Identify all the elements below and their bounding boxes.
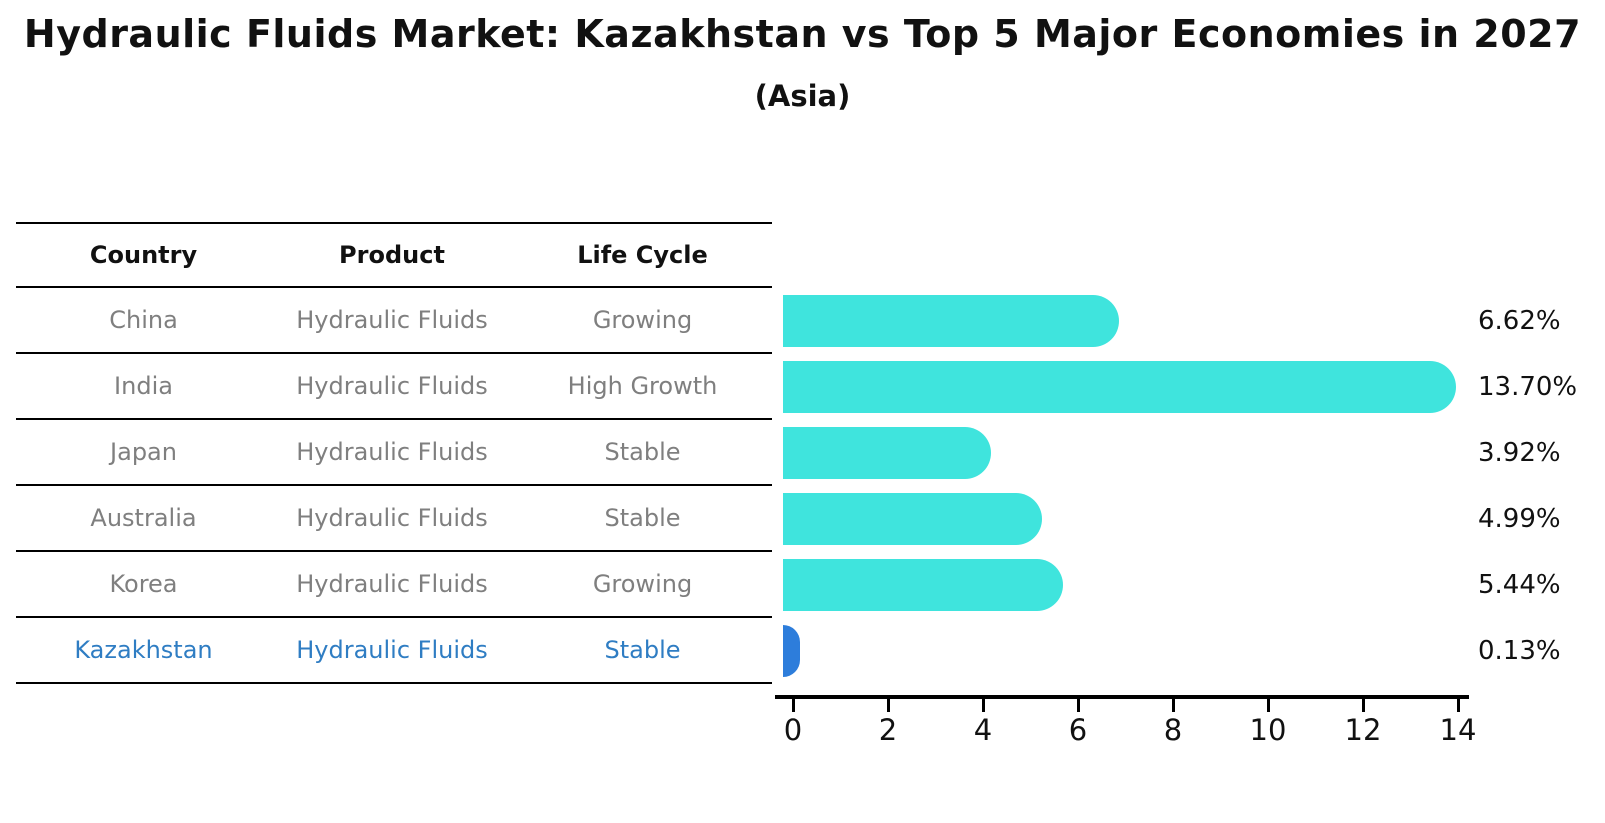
x-tick-label-0: 0 [783, 713, 803, 747]
cell-country: Australia [90, 504, 197, 532]
chart-subtitle: (Asia) [754, 79, 851, 113]
bar-japan [783, 427, 992, 479]
value-label-australia: 4.99% [1478, 504, 1561, 534]
cell-country: Kazakhstan [74, 636, 213, 664]
cell-product: Hydraulic Fluids [296, 438, 488, 466]
value-label-japan: 3.92% [1478, 438, 1561, 468]
cell-product: Hydraulic Fluids [296, 636, 488, 664]
table-row-japan: Japan Hydraulic Fluids Stable [16, 420, 772, 486]
x-tick-mark [1171, 699, 1175, 712]
x-tick-mark [1266, 699, 1270, 712]
x-tick-label-4: 4 [973, 713, 993, 747]
cell-life-cycle: Stable [604, 504, 681, 532]
country-table: Country Product Life Cycle China Hydraul… [16, 222, 772, 684]
x-tick-label-2: 2 [878, 713, 898, 747]
x-tick-mark [1361, 699, 1365, 712]
column-header-life-cycle: Life Cycle [577, 241, 708, 269]
cell-country: Japan [110, 438, 177, 466]
x-tick-mark [1076, 699, 1080, 712]
x-axis: 0 2 4 6 8 10 12 14 [775, 699, 1535, 759]
cell-life-cycle: Growing [592, 306, 693, 334]
cell-life-cycle: Stable [604, 438, 681, 466]
x-tick-mark [791, 699, 795, 712]
x-tick-label-14: 14 [1439, 713, 1477, 747]
bar-row-kazakhstan: 0.13% [775, 618, 1605, 684]
bar-row-japan: 3.92% [775, 420, 1605, 486]
column-header-country: Country [89, 241, 198, 269]
bar-row-australia: 4.99% [775, 486, 1605, 552]
x-tick-label-6: 6 [1068, 713, 1088, 747]
table-row-australia: Australia Hydraulic Fluids Stable [16, 486, 772, 552]
value-label-china: 6.62% [1478, 306, 1561, 336]
bar-row-korea: 5.44% [775, 552, 1605, 618]
bar-australia [783, 493, 1043, 545]
cell-country: China [109, 306, 178, 334]
table-row-korea: Korea Hydraulic Fluids Growing [16, 552, 772, 618]
bar-india [783, 361, 1456, 413]
value-label-india: 13.70% [1478, 372, 1578, 402]
bar-row-india: 13.70% [775, 354, 1605, 420]
cell-product: Hydraulic Fluids [296, 504, 488, 532]
bar-row-china: 6.62% [775, 288, 1605, 354]
bar-kazakhstan [783, 625, 800, 677]
x-tick-label-8: 8 [1163, 713, 1183, 747]
x-tick-label-12: 12 [1344, 713, 1382, 747]
cell-product: Hydraulic Fluids [296, 570, 488, 598]
column-header-product: Product [339, 241, 445, 269]
bar-korea [783, 559, 1064, 611]
cell-country: India [114, 372, 173, 400]
table-row-china: China Hydraulic Fluids Growing [16, 288, 772, 354]
x-tick-mark [1456, 699, 1460, 712]
bar-plot-area: 6.62% 13.70% 3.92% 4.99% 5.44% 0.13% [775, 288, 1605, 684]
chart-title: Hydraulic Fluids Market: Kazakhstan vs T… [23, 12, 1582, 56]
x-tick-mark [886, 699, 890, 712]
cell-product: Hydraulic Fluids [296, 306, 488, 334]
value-label-kazakhstan: 0.13% [1478, 636, 1561, 666]
value-label-korea: 5.44% [1478, 570, 1561, 600]
cell-life-cycle: Growing [592, 570, 693, 598]
table-row-india: India Hydraulic Fluids High Growth [16, 354, 772, 420]
x-axis-line [775, 695, 1469, 699]
x-tick-label-10: 10 [1249, 713, 1287, 747]
bar-china [783, 295, 1120, 347]
cell-country: Korea [109, 570, 178, 598]
cell-product: Hydraulic Fluids [296, 372, 488, 400]
x-tick-mark [981, 699, 985, 712]
cell-life-cycle: High Growth [567, 372, 718, 400]
table-header-row: Country Product Life Cycle [16, 222, 772, 288]
table-row-kazakhstan: Kazakhstan Hydraulic Fluids Stable [16, 618, 772, 684]
cell-life-cycle: Stable [604, 636, 681, 664]
